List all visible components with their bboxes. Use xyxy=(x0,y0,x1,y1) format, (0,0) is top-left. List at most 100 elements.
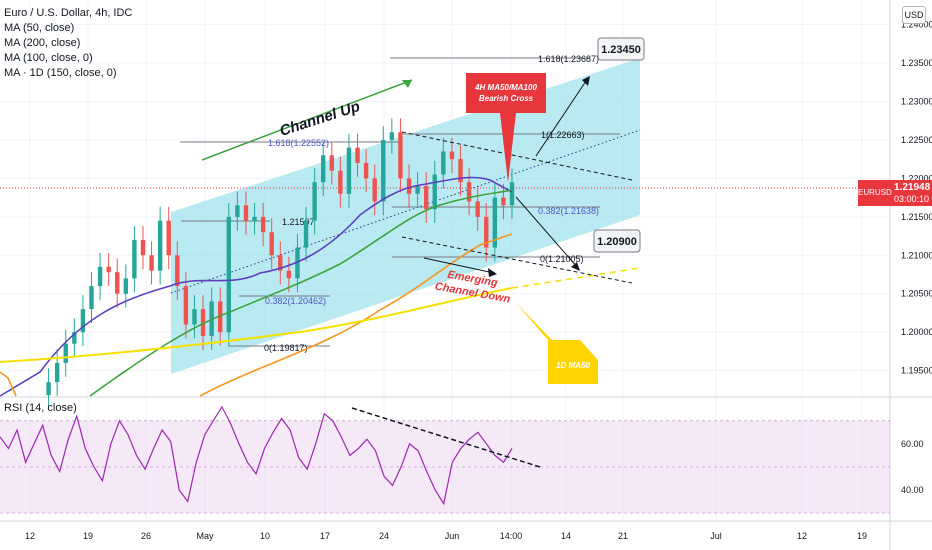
channel-midline xyxy=(170,129,641,294)
symbol-title[interactable]: Euro / U.S. Dollar, 4h, IDC xyxy=(4,7,133,19)
candle-body xyxy=(449,151,455,160)
candle-body xyxy=(54,362,60,383)
fib-label: 1.618(1.22552) xyxy=(268,138,329,148)
candle-body xyxy=(312,182,317,221)
candle-body xyxy=(415,186,420,194)
y-tick-label: 1.23000 xyxy=(901,96,932,106)
candle-body xyxy=(115,272,120,294)
candle-body xyxy=(458,159,463,183)
candle-body xyxy=(89,286,94,310)
ma-1d-line xyxy=(0,287,513,363)
candle-body xyxy=(398,132,403,179)
rsi-label[interactable]: RSI (14, close) xyxy=(4,402,77,414)
candle-body xyxy=(432,174,437,210)
x-tick-label: 14 xyxy=(561,531,571,541)
x-tick-label: 19 xyxy=(83,531,93,541)
candle-body xyxy=(484,216,489,248)
candle-body xyxy=(235,205,240,217)
candle-body xyxy=(338,170,343,194)
candle-body xyxy=(243,205,249,221)
ma-1d-projection xyxy=(511,267,641,289)
ma200-line xyxy=(199,233,513,397)
candle-body xyxy=(72,332,77,344)
candle-body xyxy=(260,216,266,233)
rsi-line xyxy=(0,405,513,506)
candle-body xyxy=(200,309,206,337)
candle-body xyxy=(295,247,300,279)
arrow-head-icon xyxy=(488,268,497,277)
candle-body xyxy=(140,239,146,256)
indicator-ma50[interactable]: MA (50, close) xyxy=(4,22,75,34)
candle-body xyxy=(381,139,386,202)
candle-body xyxy=(123,278,129,294)
candle-body xyxy=(166,220,171,256)
candle-body xyxy=(406,178,412,194)
fib-label: 0.382(1.21638) xyxy=(538,206,599,216)
x-tick-label: Jun xyxy=(445,531,460,541)
channel-up-label: Channel Up xyxy=(278,98,363,140)
candle-body xyxy=(183,286,189,325)
x-tick-label: Jul xyxy=(710,531,722,541)
candle-body xyxy=(372,178,377,202)
candle-body xyxy=(501,197,506,206)
indicator-ma200[interactable]: MA (200, close) xyxy=(4,37,81,49)
x-tick-label: 12 xyxy=(797,531,807,541)
price-tag-symbol: EURUSD xyxy=(858,180,892,206)
channel-up-arrow xyxy=(201,79,413,161)
candle-body xyxy=(269,232,274,256)
channel-up-band xyxy=(171,58,640,374)
arrow-head-icon xyxy=(571,262,580,271)
ma100-line xyxy=(89,189,513,397)
ma-1d-callout xyxy=(515,302,598,384)
y-tick-label: 1.19500 xyxy=(901,366,932,376)
x-tick-label: 26 xyxy=(141,531,151,541)
y-tick-label: 1.23500 xyxy=(901,58,932,68)
fib-label: 0(1.21005) xyxy=(540,254,584,264)
candle-body xyxy=(355,147,360,164)
target-1-23450-box xyxy=(597,37,645,61)
last-price-tag: EURUSD 1.21948 03:00:10 xyxy=(858,180,932,206)
x-tick-label: 21 xyxy=(618,531,628,541)
x-tick-label: 14:00 xyxy=(500,531,523,541)
candle-body xyxy=(132,239,137,279)
candle-body xyxy=(492,197,498,248)
y-tick-label: 1.22000 xyxy=(901,173,932,183)
indicator-legend: Euro / U.S. Dollar, 4h, IDC MA (50, clos… xyxy=(4,6,132,81)
currency-badge[interactable]: USD xyxy=(902,6,926,24)
target-down-arrow xyxy=(515,196,579,269)
indicator-ma100[interactable]: MA (100, close, 0) xyxy=(4,52,93,64)
ma200-early xyxy=(0,371,17,397)
callout-subtitle: Bearish Cross xyxy=(479,94,534,103)
fib-label: 1(1.22663) xyxy=(541,130,585,140)
candle-body xyxy=(46,382,51,396)
x-tick-label: 12 xyxy=(25,531,35,541)
y-tick-label: 1.22500 xyxy=(901,135,932,145)
candle-body xyxy=(346,147,352,194)
x-tick-label: 19 xyxy=(857,531,867,541)
candle-body xyxy=(329,155,334,171)
channel-down-arrow xyxy=(423,257,495,274)
arrow-head-icon xyxy=(582,76,590,86)
indicator-ma-1d[interactable]: MA · 1D (150, close, 0) xyxy=(4,67,117,79)
candle-body xyxy=(252,216,257,221)
y-tick-label: 1.24000 xyxy=(901,20,932,30)
fib-label: 0.382(1.20462) xyxy=(265,296,326,306)
candle-body xyxy=(63,343,68,363)
y-tick-label: 1.20500 xyxy=(901,289,932,299)
callout-title: 4H MA50/MA100 xyxy=(474,83,537,92)
ma-1d-callout-label: 1D MA50 xyxy=(556,361,590,370)
candle-body xyxy=(466,182,472,202)
candle-body xyxy=(157,220,163,271)
candle-body xyxy=(106,266,111,273)
price-tag-countdown: 03:00:10 xyxy=(894,194,930,204)
rsi-y-tick-label: 60.00 xyxy=(901,439,924,449)
fib-label: 0(1.19817) xyxy=(264,343,308,353)
candle-body xyxy=(218,301,223,333)
target-1-20900-label: 1.20900 xyxy=(597,236,637,248)
price-tag-value: 1.21948 xyxy=(894,182,931,193)
candle-body xyxy=(441,151,446,175)
candle-body xyxy=(149,255,154,271)
candle-body xyxy=(286,270,292,279)
candle-body xyxy=(303,220,309,248)
